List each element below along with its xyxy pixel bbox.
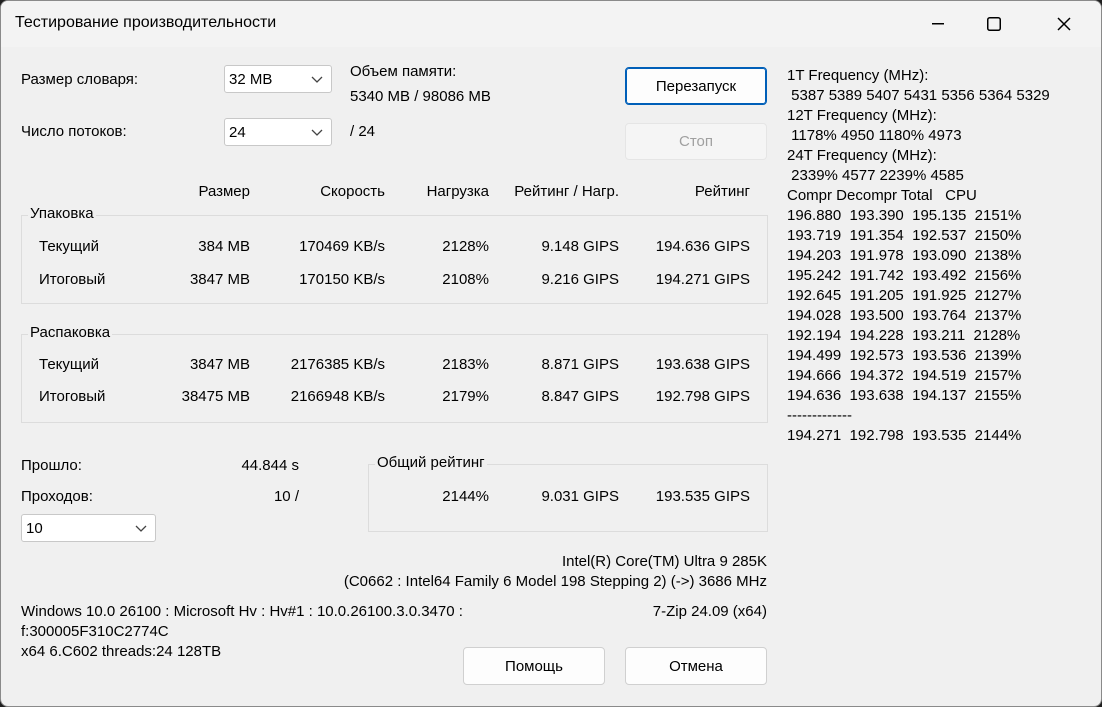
- total-rating: 193.535 GIPS: [655, 488, 750, 505]
- passes-combo-value: 10: [26, 520, 43, 537]
- version-label: 7-Zip 24.09 (x64): [652, 603, 767, 620]
- dict-size-value: 32 MB: [229, 71, 273, 88]
- sys-info-line2: f:300005F310C2774C: [21, 623, 169, 640]
- passes-value: 10 /: [273, 488, 299, 505]
- size-cell: 3847 MB: [189, 271, 250, 288]
- load-cell: 2128%: [442, 238, 489, 255]
- log-line: 192.194 194.228 193.211 2128%: [787, 327, 1021, 344]
- total-rating-title: Общий рейтинг: [375, 454, 487, 471]
- load-cell: 2179%: [442, 388, 489, 405]
- sys-info-line1: Windows 10.0 26100 : Microsoft Hv : Hv#1…: [21, 603, 463, 620]
- stop-button[interactable]: Стоп: [625, 123, 767, 160]
- minimize-icon: [932, 23, 944, 25]
- memory-label: Объем памяти:: [350, 63, 457, 80]
- threads-max: / 24: [350, 123, 376, 140]
- window-title: Тестирование производительности: [15, 14, 277, 31]
- log-line: 1178% 4950 1180% 4973: [787, 127, 962, 144]
- maximize-button[interactable]: [971, 1, 1017, 47]
- header-rating-per-load: Рейтинг / Нагр.: [514, 183, 619, 200]
- log-line: 5387 5389 5407 5431 5356 5364 5329: [787, 87, 1050, 104]
- cpu-name: Intel(R) Core(TM) Ultra 9 285K: [561, 553, 767, 570]
- speed-cell: 170150 KB/s: [299, 271, 385, 288]
- log-line: 12T Frequency (MHz):: [787, 107, 937, 124]
- header-load: Нагрузка: [426, 183, 489, 200]
- rating-per-load-cell: 9.216 GIPS: [541, 271, 619, 288]
- header-size: Размер: [198, 183, 250, 200]
- size-cell: 38475 MB: [181, 388, 250, 405]
- total-rating-per-load: 9.031 GIPS: [541, 488, 619, 505]
- passes-select[interactable]: 10: [21, 514, 156, 542]
- elapsed-value: 44.844 s: [241, 457, 299, 474]
- row-label: Итоговый: [39, 388, 106, 405]
- speed-cell: 170469 KB/s: [299, 238, 385, 255]
- log-line: 192.645 191.205 191.925 2127%: [787, 287, 1022, 304]
- rating-per-load-cell: 9.148 GIPS: [541, 238, 619, 255]
- unpacking-title: Распаковка: [28, 324, 113, 341]
- load-cell: 2108%: [442, 271, 489, 288]
- threads-select[interactable]: 24: [224, 118, 332, 146]
- cpu-details: (C0662 : Intel64 Family 6 Model 198 Step…: [343, 573, 767, 590]
- help-button[interactable]: Помощь: [463, 647, 605, 685]
- total-rating-group: Общий рейтинг: [368, 454, 768, 532]
- elapsed-label: Прошло:: [21, 457, 82, 474]
- log-line: 193.719 191.354 192.537 2150%: [787, 227, 1022, 244]
- rating-per-load-cell: 8.847 GIPS: [541, 388, 619, 405]
- speed-cell: 2176385 KB/s: [290, 356, 385, 373]
- packing-title: Упаковка: [28, 205, 96, 222]
- log-line: Compr Decompr Total CPU: [787, 187, 977, 204]
- cancel-button[interactable]: Отмена: [625, 647, 767, 685]
- chevron-down-icon: [135, 525, 147, 532]
- rating-cell: 194.271 GIPS: [655, 271, 750, 288]
- load-cell: 2183%: [442, 356, 489, 373]
- log-line: 2339% 4577 2239% 4585: [787, 167, 964, 184]
- rating-per-load-cell: 8.871 GIPS: [541, 356, 619, 373]
- size-cell: 3847 MB: [189, 356, 250, 373]
- dict-size-label: Размер словаря:: [21, 71, 139, 88]
- minimize-button[interactable]: [915, 1, 961, 47]
- chevron-down-icon: [311, 76, 323, 83]
- log-line: 24T Frequency (MHz):: [787, 147, 937, 164]
- close-button[interactable]: [1041, 1, 1087, 47]
- benchmark-log: 1T Frequency (MHz): 5387 5389 5407 5431 …: [787, 66, 1050, 446]
- sys-info-line3: x64 6.C602 threads:24 128TB: [21, 643, 222, 660]
- row-label: Текущий: [39, 356, 99, 373]
- restart-button[interactable]: Перезапуск: [625, 67, 767, 105]
- total-load: 2144%: [442, 488, 489, 505]
- log-line: 194.499 192.573 193.536 2139%: [787, 347, 1022, 364]
- rating-cell: 192.798 GIPS: [655, 388, 750, 405]
- threads-label: Число потоков:: [21, 123, 127, 140]
- close-icon: [1057, 17, 1071, 31]
- header-rating: Рейтинг: [694, 183, 750, 200]
- size-cell: 384 MB: [198, 238, 250, 255]
- rating-cell: 193.638 GIPS: [655, 356, 750, 373]
- memory-value: 5340 MB / 98086 MB: [350, 88, 491, 105]
- log-line: 194.203 191.978 193.090 2138%: [787, 247, 1022, 264]
- passes-label: Проходов:: [21, 488, 93, 505]
- log-line: -------------: [787, 407, 852, 424]
- rating-cell: 194.636 GIPS: [655, 238, 750, 255]
- header-speed: Скорость: [320, 183, 385, 200]
- threads-value: 24: [229, 124, 246, 141]
- row-label: Текущий: [39, 238, 99, 255]
- speed-cell: 2166948 KB/s: [290, 388, 385, 405]
- log-line: 1T Frequency (MHz):: [787, 67, 929, 84]
- maximize-icon: [987, 17, 1001, 31]
- log-line: 195.242 191.742 193.492 2156%: [787, 267, 1022, 284]
- log-line: 194.666 194.372 194.519 2157%: [787, 367, 1022, 384]
- log-line: 194.636 193.638 194.137 2155%: [787, 387, 1022, 404]
- log-line: 194.271 192.798 193.535 2144%: [787, 427, 1022, 444]
- log-line: 196.880 193.390 195.135 2151%: [787, 207, 1022, 224]
- dict-size-select[interactable]: 32 MB: [224, 65, 332, 93]
- row-label: Итоговый: [39, 271, 106, 288]
- packing-group: Упаковка: [21, 205, 768, 304]
- unpacking-group: Распаковка: [21, 324, 768, 423]
- title-bar: Тестирование производительности: [1, 1, 1101, 47]
- chevron-down-icon: [311, 129, 323, 136]
- log-line: 194.028 193.500 193.764 2137%: [787, 307, 1022, 324]
